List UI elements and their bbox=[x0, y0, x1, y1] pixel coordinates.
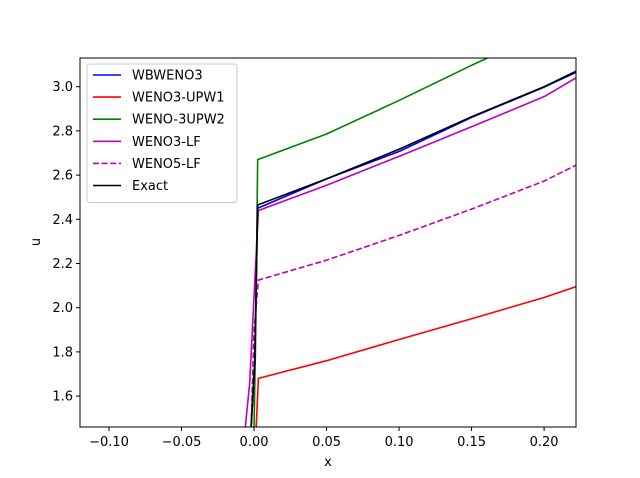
y-axis-label: u bbox=[29, 238, 44, 246]
legend-entry-label: WBWENO3 bbox=[132, 69, 203, 84]
legend: WBWENO3 WENO3-UPW1 WENO-3UPW2 WENO3-LF WENO5… bbox=[86, 63, 238, 204]
legend-entry-label: WENO3-LF bbox=[132, 135, 201, 150]
legend-entry-label: WENO3-UPW1 bbox=[132, 91, 224, 106]
series-layer bbox=[244, 58, 576, 427]
x-axis-label: x bbox=[324, 455, 332, 470]
y-tick-label: 2.2 bbox=[52, 257, 73, 272]
x-tick-label: −0.10 bbox=[89, 435, 129, 450]
plot-frame bbox=[79, 57, 577, 428]
x-tick-label: −0.05 bbox=[162, 435, 202, 450]
x-tick-label: 0.00 bbox=[240, 435, 269, 450]
y-tick-label: 2.6 bbox=[52, 169, 73, 184]
y-tick-label: 3.0 bbox=[52, 80, 73, 95]
x-axis: −0.10 −0.05 0.00 0.05 0.10 0.15 0.20 bbox=[89, 427, 559, 450]
legend-box bbox=[86, 63, 238, 204]
y-tick-label: 2.0 bbox=[52, 301, 73, 316]
series-line-weno3-lf bbox=[244, 77, 576, 427]
x-tick-label: 0.15 bbox=[457, 435, 486, 450]
legend-entry-label: WENO-3UPW2 bbox=[132, 113, 225, 128]
x-tick-label: 0.05 bbox=[312, 435, 341, 450]
legend-entry-label: Exact bbox=[132, 179, 168, 194]
series-line-weno-3upw2 bbox=[253, 58, 488, 427]
y-tick-label: 2.8 bbox=[52, 124, 73, 139]
series-line-exact bbox=[250, 70, 576, 427]
series-line-wbweno3 bbox=[250, 71, 576, 427]
series-line-weno3-upw1 bbox=[255, 285, 576, 427]
y-tick-label: 2.4 bbox=[52, 213, 73, 228]
y-tick-label: 1.6 bbox=[52, 390, 73, 405]
y-axis: 1.6 1.8 2.0 2.2 2.4 2.6 2.8 3.0 bbox=[52, 80, 80, 405]
x-tick-label: 0.10 bbox=[385, 435, 414, 450]
legend-entry-label: WENO5-LF bbox=[132, 157, 201, 172]
y-tick-label: 1.8 bbox=[52, 345, 73, 360]
series-line-weno5-lf bbox=[250, 164, 576, 427]
x-tick-label: 0.20 bbox=[530, 435, 559, 450]
